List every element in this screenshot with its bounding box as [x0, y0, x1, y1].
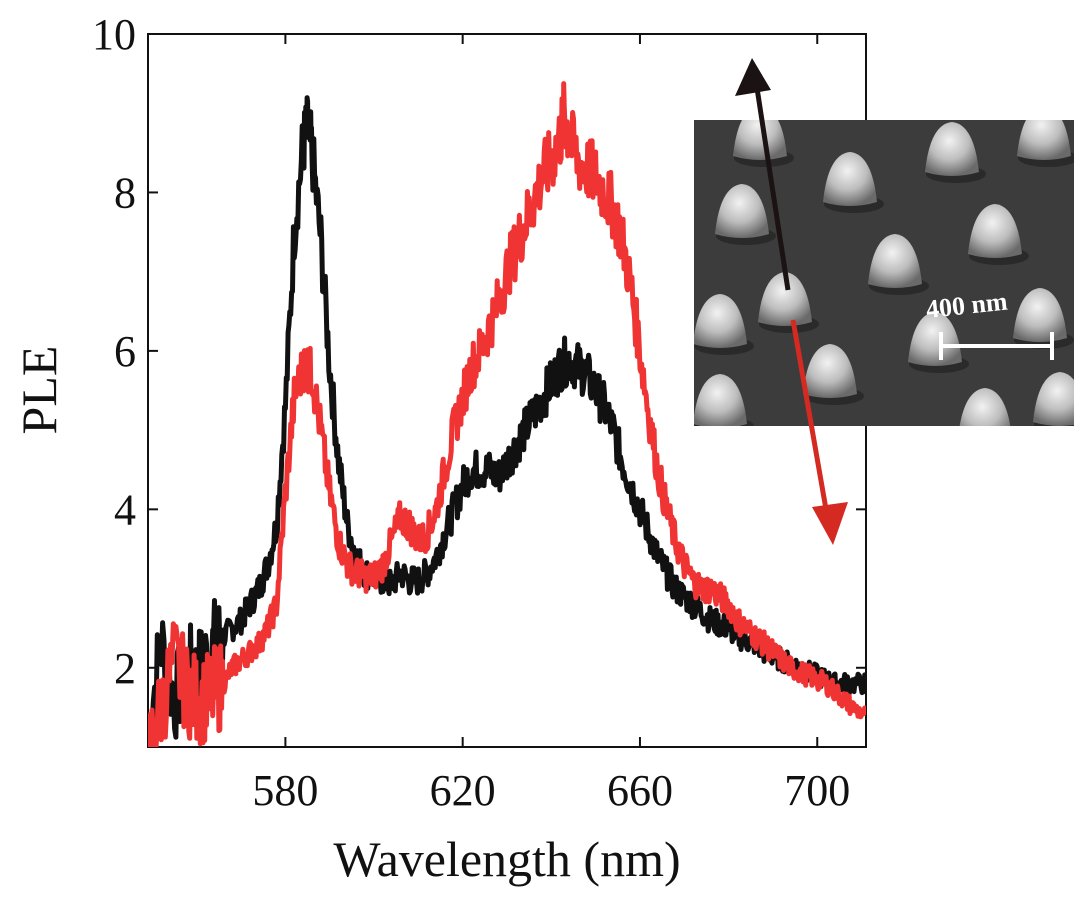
- nanocone: [758, 272, 819, 333]
- black-arrow: [735, 58, 791, 291]
- nanocone: [1017, 120, 1074, 167]
- ticks-layer: 580 620 660 700 2 4 6 8 10: [92, 10, 866, 815]
- y-tick-label: 2: [114, 644, 136, 693]
- nanocone: [908, 312, 969, 373]
- nanocone: [1033, 372, 1074, 426]
- nanocone: [868, 234, 929, 295]
- sem-inset-image: 400 nm: [694, 120, 1074, 426]
- series-line-red: [148, 81, 866, 747]
- x-axis-label: Wavelength (nm): [333, 831, 680, 887]
- nanocone: [968, 204, 1029, 265]
- x-tick-label: 700: [784, 766, 850, 815]
- y-axis-label: PLE: [11, 346, 67, 435]
- nanocone: [925, 122, 986, 183]
- y-tick-label: 4: [114, 485, 136, 534]
- nanocone-array: [694, 120, 1074, 426]
- red-arrow: [790, 319, 848, 545]
- x-tick-label: 580: [252, 766, 318, 815]
- nanocone: [959, 388, 1011, 426]
- series-layer: [148, 81, 866, 747]
- nanocone: [694, 294, 754, 355]
- x-tick-label: 660: [607, 766, 673, 815]
- nanocone: [733, 120, 794, 167]
- nanocone: [715, 184, 776, 245]
- nanocone: [823, 152, 884, 213]
- y-tick-label: 10: [92, 10, 136, 59]
- nanocone: [803, 344, 864, 405]
- series-line-black: [148, 95, 866, 747]
- y-tick-label: 8: [114, 168, 136, 217]
- x-tick-label: 620: [430, 766, 496, 815]
- nanocone: [694, 374, 754, 426]
- y-tick-label: 6: [114, 327, 136, 376]
